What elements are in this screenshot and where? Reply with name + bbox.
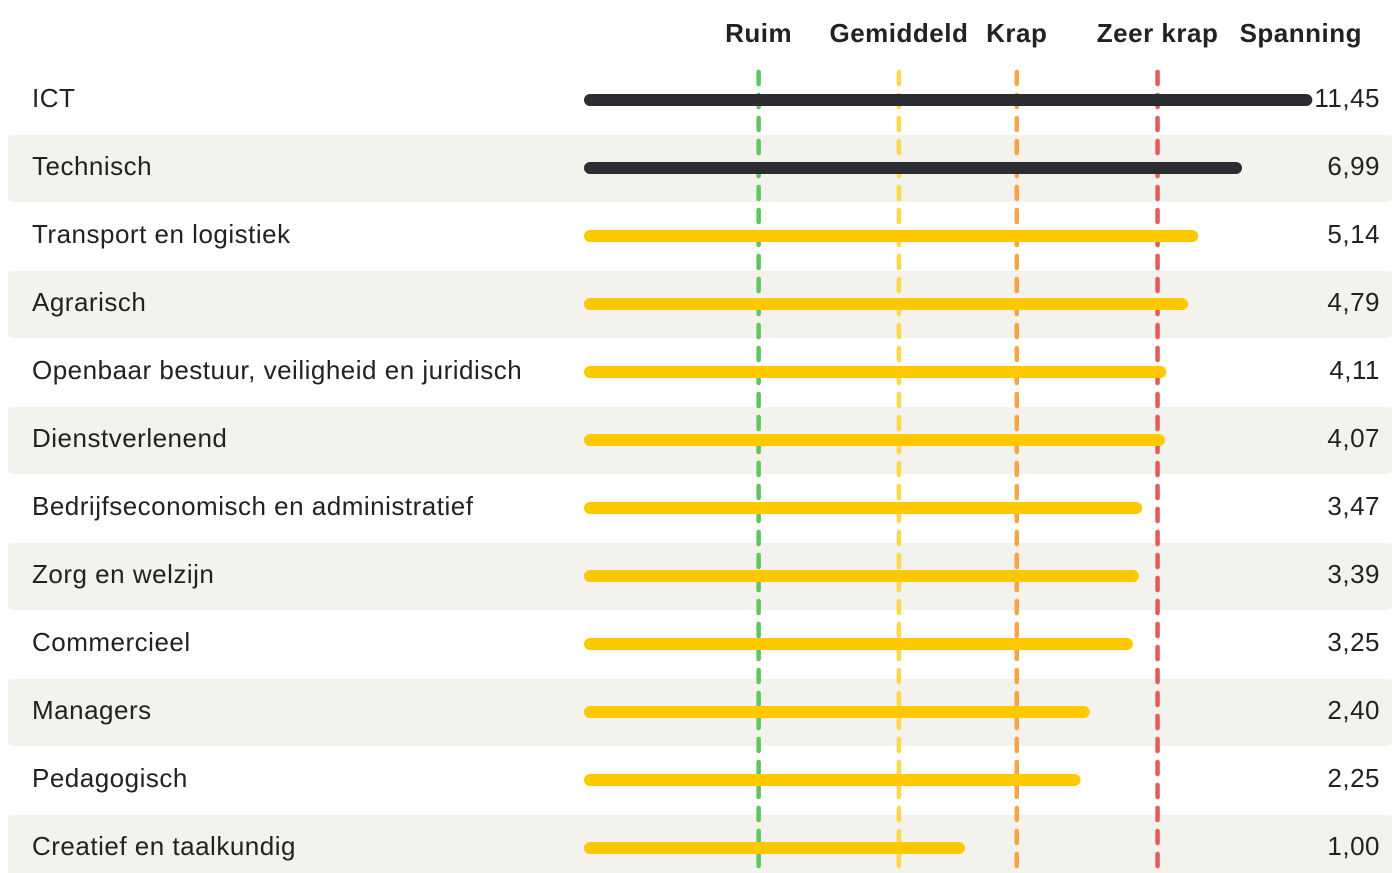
value-label: 3,47 bbox=[1327, 491, 1380, 521]
category-label: Technisch bbox=[32, 151, 152, 181]
category-label: Agrarisch bbox=[32, 287, 146, 317]
value-label: 3,25 bbox=[1327, 627, 1380, 657]
category-label: Dienstverlenend bbox=[32, 423, 227, 453]
category-label: Transport en logistiek bbox=[32, 219, 291, 249]
reference-label: Ruim bbox=[725, 18, 792, 48]
category-label: Bedrijfseconomisch en administratief bbox=[32, 491, 474, 521]
value-label: 1,00 bbox=[1327, 831, 1380, 861]
bars bbox=[584, 94, 1313, 854]
value-label: 2,40 bbox=[1327, 695, 1380, 725]
reference-label: Zeer krap bbox=[1097, 18, 1219, 48]
reference-label: Krap bbox=[986, 18, 1047, 48]
reference-lines bbox=[756, 69, 1160, 873]
category-label: Managers bbox=[32, 695, 152, 725]
value-header: Spanning bbox=[1240, 18, 1362, 48]
value-label: 4,79 bbox=[1327, 287, 1380, 317]
category-label: ICT bbox=[32, 83, 75, 113]
category-label: Openbaar bestuur, veiligheid en juridisc… bbox=[32, 355, 522, 385]
category-label: Pedagogisch bbox=[32, 763, 188, 793]
value-label: 6,99 bbox=[1327, 151, 1380, 181]
value-label: 4,07 bbox=[1327, 423, 1380, 453]
category-label: Commercieel bbox=[32, 627, 191, 657]
reference-label: Gemiddeld bbox=[830, 18, 969, 48]
value-label: 3,39 bbox=[1327, 559, 1380, 589]
value-label: 11,45 bbox=[1314, 83, 1380, 113]
value-label: 5,14 bbox=[1327, 219, 1380, 249]
category-label: Zorg en welzijn bbox=[32, 559, 214, 589]
value-label: 4,11 bbox=[1329, 355, 1380, 385]
value-label: 2,25 bbox=[1327, 763, 1380, 793]
category-label: Creatief en taalkundig bbox=[32, 831, 296, 861]
